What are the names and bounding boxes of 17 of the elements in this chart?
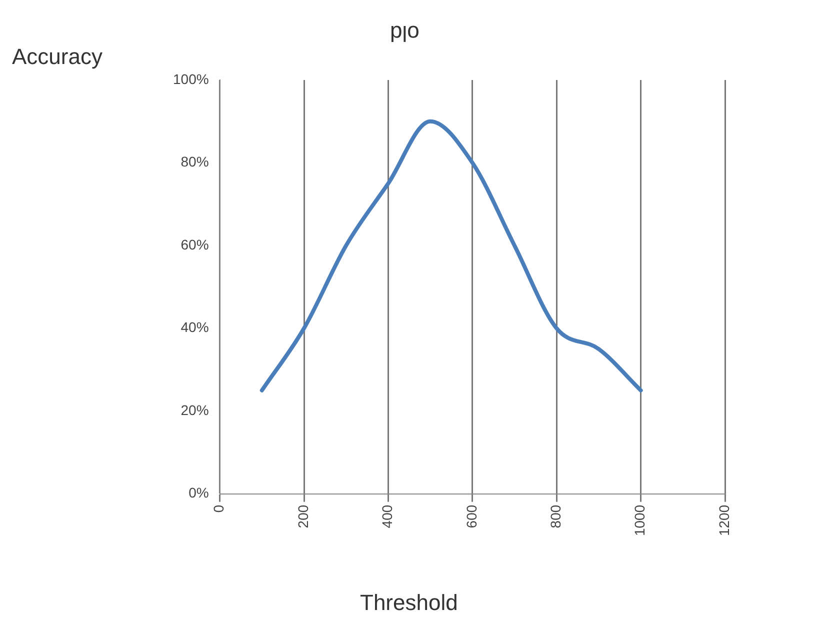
y-tick-label: 100%	[172, 70, 209, 87]
y-tick-label: 20%	[180, 402, 209, 418]
x-tick-label: 800	[547, 504, 564, 528]
y-axis-title: Accuracy	[12, 44, 102, 70]
x-tick-label: 0	[210, 504, 227, 513]
chart-title: old	[390, 20, 420, 46]
line-series	[260, 119, 643, 392]
x-tick-label: 600	[463, 504, 480, 528]
x-tick-label: 1200	[716, 504, 732, 536]
y-tick-label: 40%	[180, 319, 209, 336]
y-tick-label: 60%	[180, 236, 209, 252]
y-tick-label: 80%	[180, 154, 209, 170]
x-tick-label: 400	[379, 504, 396, 528]
x-tick-label: 200	[294, 504, 311, 528]
y-tick-label: 0%	[188, 484, 209, 501]
x-tick-label: 1000	[632, 504, 648, 536]
x-axis-title: Threshold	[360, 590, 458, 616]
